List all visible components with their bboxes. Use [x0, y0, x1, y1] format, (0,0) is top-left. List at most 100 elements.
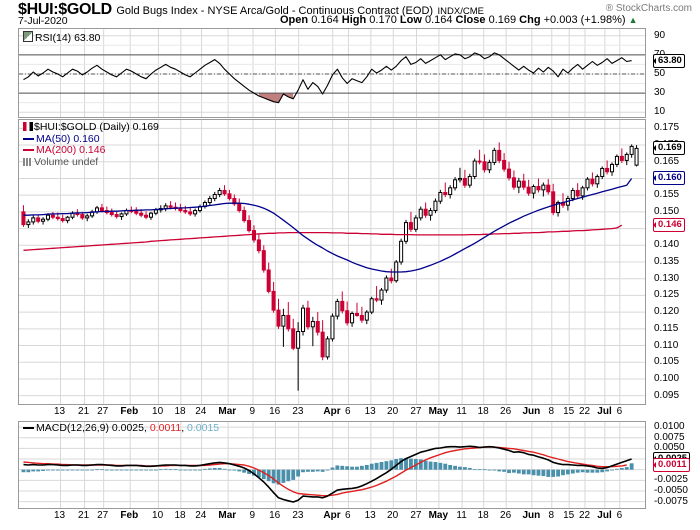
- date-tick-21: 21: [78, 406, 90, 417]
- date-tick-13: 13: [364, 406, 376, 417]
- price-ytick-0.125: 0.125: [654, 289, 680, 301]
- volume-legend-text: Volume undef: [34, 155, 99, 168]
- macd-plot: [19, 422, 645, 508]
- macd-y-axis: 0.01000.00750.00500.00250.0000-0.0025-0.…: [648, 421, 700, 509]
- date-tick-24: 24: [195, 510, 207, 521]
- date-tick-22: 22: [578, 510, 591, 521]
- date-axis-upper: 13 21 27 Feb 10 18 24 Mar 9 16 23 Apr 6 13 20 27 May 11 18…: [18, 405, 646, 418]
- date-tick-26: 26: [500, 510, 512, 521]
- macd-hist-value: 0.0015: [187, 422, 220, 434]
- price-ytick-0.100: 0.100: [654, 372, 680, 384]
- rsi-value-flag: 63.80: [653, 53, 685, 68]
- price-ytick-0.095: 0.095: [654, 389, 680, 401]
- date-tick-27: 27: [97, 406, 109, 417]
- date-tick-May: May: [428, 406, 449, 417]
- date-tick-8: 8: [548, 510, 555, 521]
- price-ytick-0.165: 0.165: [654, 155, 680, 167]
- rsi-ytick-90: 90: [654, 29, 666, 41]
- open-value: 0.164: [311, 14, 339, 26]
- price-plot: [19, 120, 645, 404]
- date-tick-18: 18: [477, 406, 489, 417]
- date-tick-15: 15: [563, 510, 575, 521]
- date-tick-6: 6: [345, 406, 351, 417]
- date-tick-15: 15: [563, 406, 575, 417]
- date-tick-13: 13: [364, 510, 376, 521]
- ma50-legend-text: MA(50) 0.160: [36, 132, 100, 145]
- date-tick-26: 26: [500, 406, 512, 417]
- macd-comma2: ,: [181, 422, 185, 434]
- price-ytick-0.155: 0.155: [654, 189, 680, 201]
- date-tick-Apr: Apr: [323, 510, 341, 521]
- price-flag-0.146: 0.146: [653, 218, 685, 233]
- date-tick-16: 16: [269, 510, 281, 521]
- ma50-swatch-icon: [23, 137, 34, 140]
- date-tick-18: 18: [174, 510, 186, 521]
- macd-signal-value: 0.0011: [149, 422, 182, 434]
- date-tick-11: 11: [456, 406, 467, 417]
- rsi-area-icon: [23, 31, 33, 42]
- date-tick-6: 6: [345, 510, 351, 521]
- date-tick-Jun: Jun: [522, 406, 541, 417]
- price-ytick-0.135: 0.135: [654, 256, 680, 267]
- rsi-legend-text: RSI(14) 63.80: [35, 32, 101, 44]
- date-tick-Jul: Jul: [597, 510, 612, 521]
- date-tick-6: 6: [616, 406, 623, 417]
- rsi-legend: RSI(14) 63.80: [23, 31, 100, 45]
- rsi-plot: [19, 29, 645, 117]
- price-ytick-0.140: 0.140: [654, 239, 680, 251]
- stockcharts-brand: ® StockCharts.com: [605, 3, 692, 14]
- price-ytick-0.115: 0.115: [654, 322, 679, 334]
- close-label: Close: [455, 14, 486, 26]
- price-flag-0.169: 0.169: [653, 141, 685, 156]
- date-tick-27: 27: [410, 406, 422, 417]
- date-tick-16: 16: [269, 406, 281, 417]
- price-legend: $HUI:$GOLD (Daily) 0.169 MA(50) 0.160 MA…: [23, 121, 159, 168]
- date-tick-24: 24: [195, 406, 207, 417]
- close-value: 0.169: [488, 14, 517, 26]
- rsi-y-axis: 907050301063.80: [648, 28, 700, 118]
- macd-comma1: ,: [144, 422, 147, 434]
- price-panel: $HUI:$GOLD (Daily) 0.169 MA(50) 0.160 MA…: [18, 119, 646, 405]
- header-title-line: $HUI:$GOLD Gold Bugs Index - NYSE Arca/G…: [18, 1, 484, 19]
- date-tick-Feb: Feb: [120, 406, 139, 417]
- price-ytick-0.120: 0.120: [654, 306, 680, 318]
- macd-ytick--0.0075: -0.0075: [654, 495, 688, 507]
- date-tick-18: 18: [174, 406, 186, 417]
- date-tick-8: 8: [548, 406, 555, 417]
- macd-ytick-0.0050: 0.0050: [654, 442, 685, 454]
- date-tick-Feb: Feb: [120, 510, 139, 521]
- date-tick-21: 21: [78, 510, 90, 521]
- rsi-ytick-30: 30: [654, 87, 666, 99]
- macd-legend-value: 0.0025: [111, 422, 144, 434]
- open-label: Open: [280, 14, 309, 26]
- high-value: 0.170: [369, 14, 397, 26]
- quote-date: 7-Jul-2020: [18, 15, 68, 27]
- date-tick-9: 9: [249, 406, 256, 417]
- ma200-legend-text: MA(200) 0.146: [36, 144, 106, 156]
- macd-ytick-0.0075: 0.0075: [654, 431, 685, 443]
- date-tick-May: May: [428, 510, 449, 521]
- exchange-label: INDX/CME: [437, 6, 484, 17]
- price-ytick-0.105: 0.105: [654, 356, 680, 368]
- date-tick-Mar: Mar: [218, 406, 237, 417]
- macd-panel: MACD(12,26,9) 0.0025, 0.0011, 0.0015: [18, 421, 646, 509]
- rsi-ytick-50: 50: [654, 67, 666, 79]
- date-tick-23: 23: [292, 510, 304, 521]
- chg-value: +0.003 (+1.98%): [543, 14, 626, 26]
- date-tick-23: 23: [292, 406, 304, 417]
- date-tick-20: 20: [387, 510, 399, 521]
- price-ytick-0.130: 0.130: [654, 272, 680, 284]
- chart-header: $HUI:$GOLD Gold Bugs Index - NYSE Arca/G…: [0, 0, 700, 28]
- price-ytick-0.110: 0.110: [654, 339, 679, 351]
- macd-ytick-0.0100: 0.0100: [654, 421, 685, 433]
- chg-up-arrow-icon: ▲: [628, 15, 638, 25]
- ohlc-summary: Open 0.164 High 0.170 Low 0.164 Close 0.…: [280, 14, 638, 26]
- date-tick-27: 27: [410, 510, 422, 521]
- date-tick-9: 9: [249, 510, 256, 521]
- macd-legend-label: MACD(12,26,9): [36, 422, 109, 434]
- date-tick-Jun: Jun: [522, 510, 541, 521]
- rsi-ytick-10: 10: [654, 106, 666, 118]
- date-tick-27: 27: [97, 510, 109, 521]
- instrument-description: Gold Bugs Index - NYSE Arca/Gold - Conti…: [116, 5, 434, 17]
